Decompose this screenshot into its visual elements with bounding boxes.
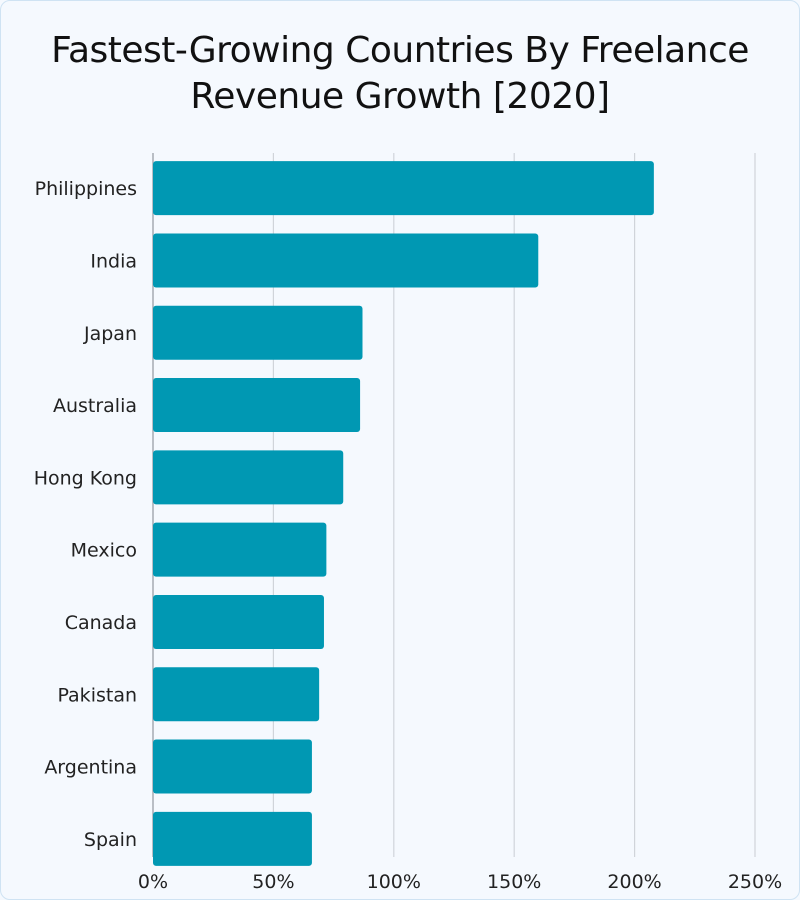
bar [153,378,361,433]
category-label: Mexico [71,540,137,562]
category-label: India [90,250,137,272]
bar [153,233,539,288]
title-line-2: Revenue Growth [2020] [190,76,610,117]
bar [153,811,312,866]
x-tick-label: 100% [367,871,421,893]
category-label: Australia [53,395,137,417]
bar [153,594,324,649]
x-tick-label: 200% [607,871,661,893]
category-label: Japan [83,323,137,345]
title-line-1: Fastest-Growing Countries By Freelance [51,30,749,71]
bar [153,667,320,722]
bar [153,522,327,577]
category-label: Spain [84,829,137,851]
bar [153,305,363,360]
category-label: Pakistan [57,684,137,706]
x-tick-label: 0% [138,871,168,893]
x-tick-label: 250% [728,871,782,893]
category-label: Argentina [44,757,137,779]
x-tick-label: 150% [487,871,541,893]
bar [153,739,312,794]
chart-title: Fastest-Growing Countries By Freelance R… [0,28,800,120]
category-label: Canada [65,612,137,634]
category-label: Hong Kong [34,467,137,489]
x-tick-label: 50% [252,871,294,893]
category-label: Philippines [35,178,137,200]
bar [153,450,344,505]
bar [153,161,654,216]
